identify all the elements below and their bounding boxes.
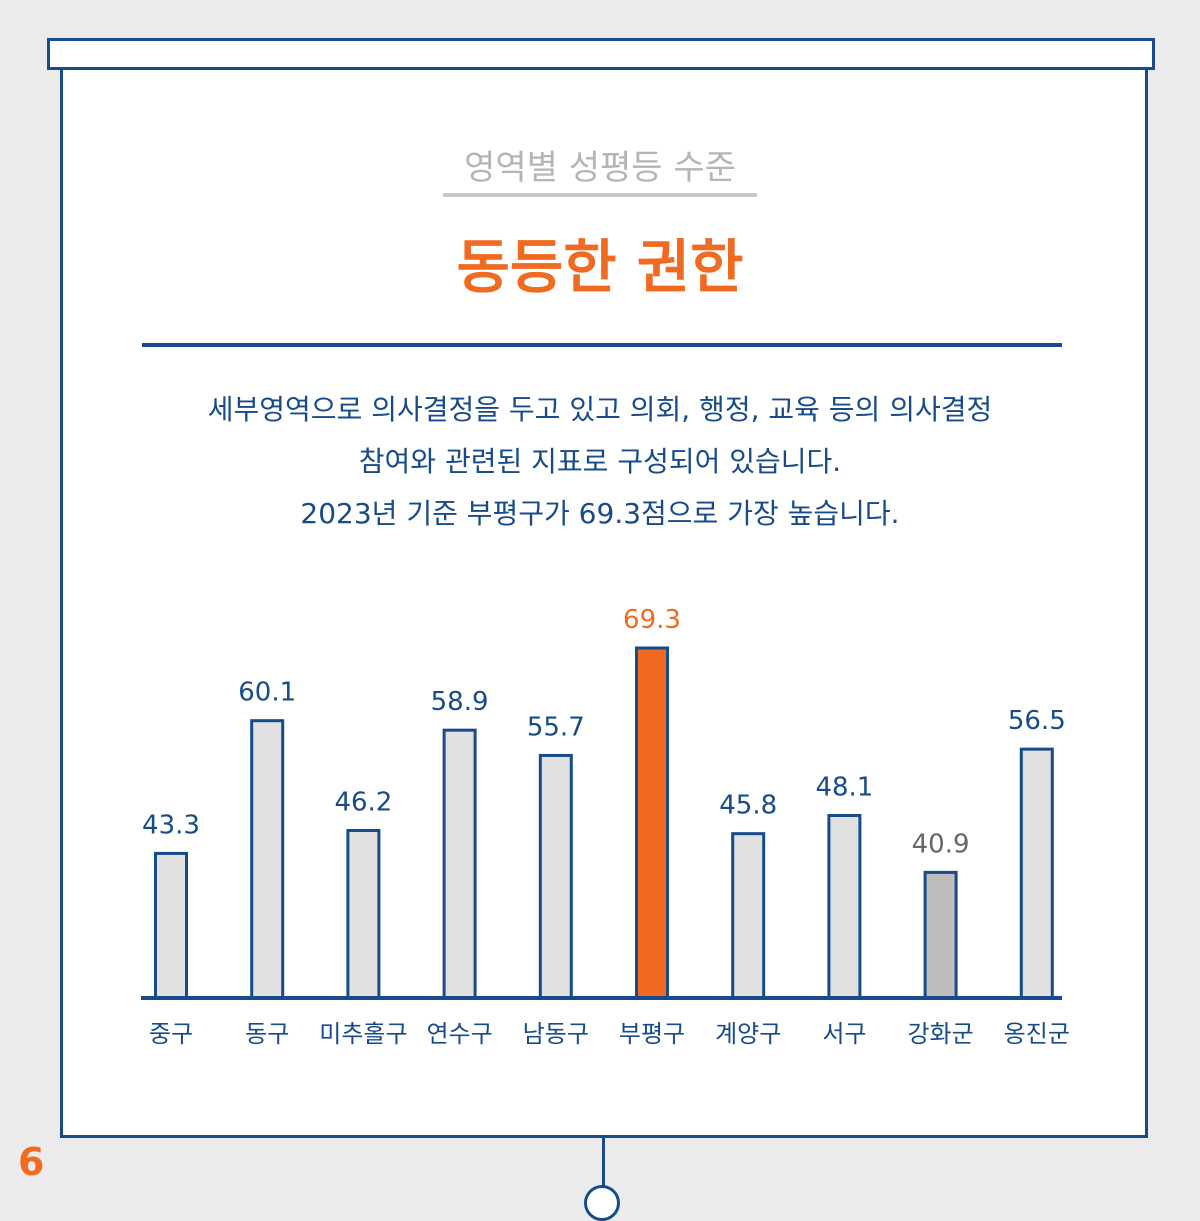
bar-부평구 xyxy=(635,646,669,1000)
value-label-연수구: 58.9 xyxy=(431,687,489,717)
category-label-서구: 서구 xyxy=(822,1020,866,1048)
category-label-미추홀구: 미추홀구 xyxy=(319,1020,407,1048)
value-label-옹진군: 56.5 xyxy=(1008,706,1066,736)
category-label-옹진군: 옹진군 xyxy=(1004,1020,1070,1048)
value-label-서구: 48.1 xyxy=(815,772,873,802)
projection-screen xyxy=(60,70,1148,1138)
page-title: 동등한 권한 xyxy=(456,233,744,301)
category-label-강화군: 강화군 xyxy=(907,1020,973,1048)
bar-계양구 xyxy=(731,832,766,1000)
value-label-동구: 60.1 xyxy=(238,678,296,708)
section-subtitle: 영역별 성평등 수준 xyxy=(464,148,736,188)
page-number: 6 xyxy=(18,1140,45,1184)
bar-옹진군 xyxy=(1019,747,1054,1000)
category-label-연수구: 연수구 xyxy=(426,1020,492,1048)
value-label-계양구: 45.8 xyxy=(719,791,777,821)
category-label-중구: 중구 xyxy=(149,1020,193,1048)
bar-연수구 xyxy=(442,728,477,1000)
bar-남동구 xyxy=(538,753,573,1000)
value-label-미추홀구: 46.2 xyxy=(334,788,392,818)
subtitle-underline xyxy=(443,193,757,197)
category-label-남동구: 남동구 xyxy=(523,1020,589,1048)
value-label-부평구: 69.3 xyxy=(623,605,681,635)
title-divider xyxy=(142,343,1062,347)
category-label-동구: 동구 xyxy=(245,1020,289,1048)
value-label-남동구: 55.7 xyxy=(527,712,585,742)
screen-stand-pole xyxy=(602,1138,605,1190)
bar-강화군 xyxy=(923,870,958,1000)
description-line-1: 세부영역으로 의사결정을 두고 있고 의회, 행정, 교육 등의 의사결정 xyxy=(207,393,993,426)
description-line-3: 2023년 기준 부평구가 69.3점으로 가장 높습니다. xyxy=(300,497,900,530)
category-label-계양구: 계양구 xyxy=(715,1020,781,1048)
bar-동구 xyxy=(250,719,285,1000)
value-label-중구: 43.3 xyxy=(142,810,200,840)
value-label-강화군: 40.9 xyxy=(912,829,970,859)
category-label-부평구: 부평구 xyxy=(619,1020,685,1048)
bar-서구 xyxy=(827,813,862,1000)
screen-top-rail xyxy=(47,38,1155,70)
description-line-2: 참여와 관련된 지표로 구성되어 있습니다. xyxy=(358,445,842,478)
bar-미추홀구 xyxy=(346,829,381,1000)
bar-중구 xyxy=(154,851,188,1000)
